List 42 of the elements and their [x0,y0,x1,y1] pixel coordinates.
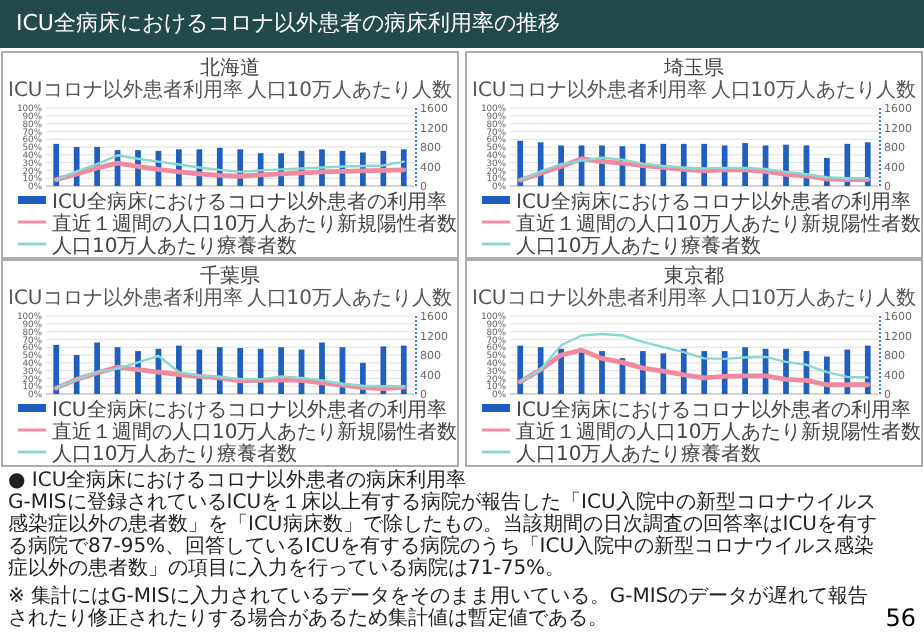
legend-label: 直近１週間の人口10万人あたり新規陽性者数 [516,420,922,444]
y2-axis-title: 人口10万人あたり人数 [710,80,916,102]
legend-label: 人口10万人あたり療養者数 [52,442,298,466]
line-series [55,354,405,390]
legend-label: 人口10万人あたり療養者数 [516,234,762,258]
y-axis-title: ICUコロナ以外患者利用率 [472,286,707,310]
legend-label: ICU全病床におけるコロナ以外患者の利用率 [516,190,911,214]
line-series [53,160,407,183]
legend-label: ICU全病床におけるコロナ以外患者の利用率 [52,398,447,422]
y2-axis-title: 人口10万人あたり人数 [246,80,452,102]
bar [400,345,407,394]
y-axis-title: ICUコロナ以外患者利用率 [472,78,707,102]
legend-label: 直近１週間の人口10万人あたり新規陽性者数 [516,212,922,236]
legend-label: 直近１週間の人口10万人あたり新規陽性者数 [52,420,458,444]
bar [517,345,524,394]
line-series [517,347,871,388]
text: ICU全病床におけるコロナ以外患者の病床利用率の推移 [0,0,924,48]
legend-label: ICU全病床におけるコロナ以外患者の利用率 [516,398,911,422]
legend-label: 直近１週間の人口10万人あたり新規陽性者数 [52,212,458,236]
bar [53,344,60,394]
bar [599,351,605,394]
y2-axis-title: 人口10万人あたり人数 [246,288,452,310]
chart-title: 埼玉県 [662,56,724,80]
text: ● ICU全病床におけるコロナ以外患者の病床利用率 [8,470,469,492]
chart-title: 東京都 [664,264,724,288]
bar [864,142,871,186]
bar [517,140,524,186]
text: 56 [885,604,916,632]
y2-axis-title: 人口10万人あたり人数 [710,288,916,310]
line-series [53,364,407,392]
y-axis-title: ICUコロナ以外患者利用率 [8,78,243,102]
legend-label: 人口10万人あたり療養者数 [52,234,298,258]
chart-title: 千葉県 [200,264,260,288]
text: ※ 集計にはG-MISに入力されているデータをそのまま用いている。G-MISのデータが遅れて報告されたり修正されたりする場合があるため集計値は暫定値である。 [8,586,871,630]
line-series [519,332,869,384]
y-axis-title: ICUコロナ以外患者利用率 [8,286,243,310]
text: G-MISに登録されているICUを１床以上有する病院が報告した「ICU入院中の新型コロナウイルス感染症以外の患者数」を「ICU病床数」で除したもの。当該期間の日次調査の回答率はICUを有する病院で87-95%、回答しているICUを有する病院のうち「ICU入院中の新型コロナウイルス感染症以外の患者数」の項目に入力を行っている病院は71-75%。 [8,492,880,580]
bar [216,347,223,394]
legend-label: 人口10万人あたり療養者数 [516,442,762,466]
chart-title: 北海道 [200,56,260,80]
legend-label: ICU全病床におけるコロナ以外患者の利用率 [52,190,447,214]
line-series [55,154,405,182]
